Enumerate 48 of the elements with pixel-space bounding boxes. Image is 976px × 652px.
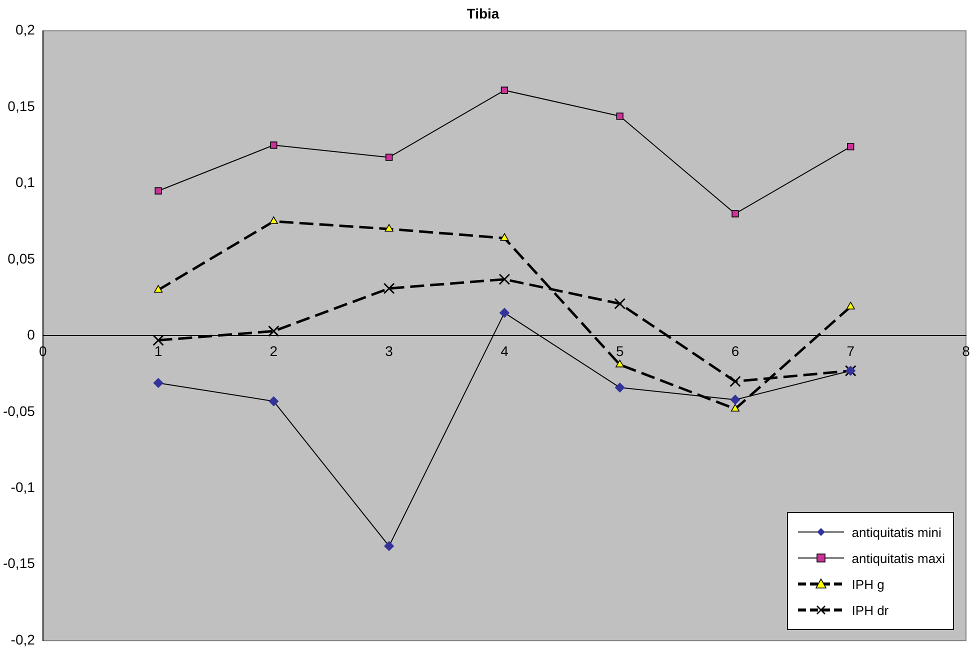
y-tick-label: -0,2	[10, 631, 36, 648]
x-tick-label: 5	[616, 342, 624, 359]
point	[730, 376, 741, 388]
point	[614, 382, 625, 392]
point	[732, 210, 739, 218]
point	[269, 216, 278, 224]
y-tick-label: -0,15	[2, 555, 36, 572]
point	[152, 334, 164, 346]
x-tick-label: 2	[270, 342, 278, 359]
point	[616, 112, 624, 120]
x-tick-label: 8	[962, 342, 970, 359]
x-tick-label: 7	[846, 342, 855, 359]
x-tick-label: 1	[154, 342, 162, 359]
point	[268, 396, 279, 406]
chart-title: Tibia	[466, 5, 500, 22]
point	[383, 282, 395, 294]
y-tick-label: 0	[27, 326, 36, 343]
point	[153, 378, 164, 388]
y-tick-label: 0,1	[15, 174, 36, 190]
y-tick-label: 0,2	[15, 22, 36, 38]
point	[268, 325, 280, 337]
point	[385, 154, 393, 161]
y-tick-label: -0,05	[2, 402, 36, 419]
point	[498, 274, 510, 285]
point	[500, 86, 508, 94]
point	[616, 360, 624, 368]
legend-label: antiquitatis maxi	[852, 550, 945, 566]
point	[730, 394, 740, 405]
point	[384, 541, 394, 551]
point	[730, 404, 740, 412]
point	[154, 285, 163, 293]
point	[614, 298, 626, 310]
legend-label: IPH g	[852, 576, 884, 592]
point	[154, 187, 162, 194]
point	[846, 302, 855, 310]
point	[270, 142, 278, 149]
y-tick-label: 0,15	[8, 98, 36, 114]
y-tick-label: -0,1	[10, 479, 36, 496]
point	[384, 224, 394, 232]
legend-label: IPH dr	[852, 602, 889, 618]
point	[500, 308, 510, 318]
x-tick-label: 6	[731, 342, 740, 359]
legend-label: antiquitatis mini	[852, 524, 942, 540]
x-tick-label: 4	[500, 342, 509, 359]
y-tick-label: 0,05	[8, 250, 36, 266]
x-tick-label: 3	[385, 342, 394, 359]
point	[500, 233, 509, 241]
point	[847, 143, 854, 150]
